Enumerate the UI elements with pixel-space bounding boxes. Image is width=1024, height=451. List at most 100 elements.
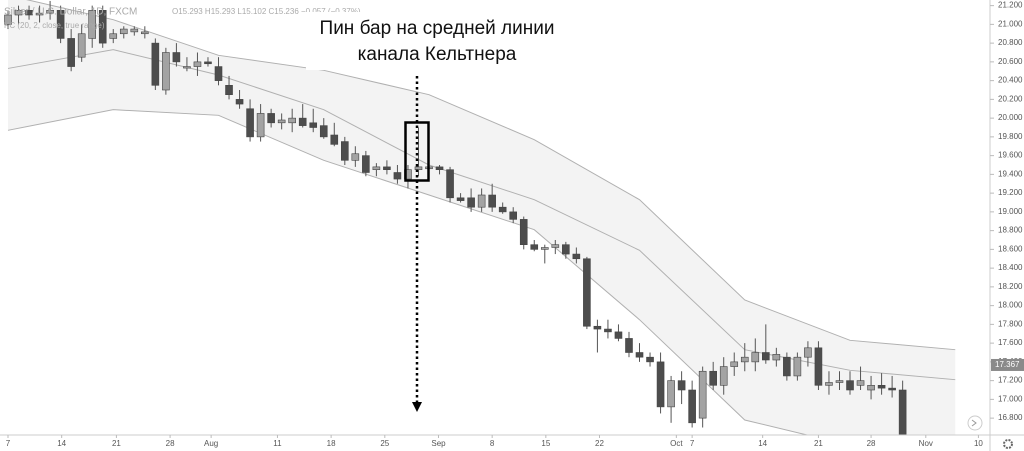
candle-body — [351, 153, 360, 161]
candle-body — [193, 61, 202, 67]
candle-body — [162, 52, 170, 91]
candle-body — [804, 347, 812, 358]
y-tick-label: 20.600 — [998, 57, 1023, 66]
candle-body — [183, 66, 191, 69]
candle-body — [151, 42, 160, 86]
candle-body — [56, 10, 65, 39]
candle-body — [130, 28, 139, 33]
candle-body — [14, 10, 23, 16]
candle-body — [35, 12, 44, 16]
candle-body — [235, 99, 244, 105]
y-tick-label: 19.800 — [998, 132, 1023, 141]
x-tick-label: 7 — [690, 439, 695, 448]
candle-body — [709, 370, 717, 386]
x-tick-label: 15 — [541, 439, 550, 448]
candle-body — [109, 33, 118, 39]
candle-body — [888, 387, 896, 391]
candle-body — [583, 258, 591, 327]
candle-body — [330, 134, 339, 145]
y-tick-label: 18.800 — [998, 226, 1023, 235]
channel-upper — [26, 0, 956, 351]
candle-body — [656, 361, 665, 408]
axes: 16.80017.00017.20017.40017.60017.80018.0… — [6, 1, 1024, 448]
candle-body — [372, 166, 381, 170]
candle-body — [562, 244, 570, 255]
x-tick-label: 28 — [166, 439, 175, 448]
candle-body — [835, 380, 844, 383]
candle-body — [362, 155, 370, 173]
x-tick-label: 25 — [380, 439, 389, 448]
candle-body — [488, 194, 496, 208]
candle-body — [214, 66, 223, 81]
channel-lower — [7, 109, 810, 435]
y-tick-label: 19.000 — [998, 207, 1023, 216]
candle-body — [593, 325, 602, 330]
candle-body — [246, 108, 254, 138]
candle-body — [225, 85, 233, 95]
candle-body — [751, 352, 760, 363]
x-tick-label: 8 — [490, 439, 495, 448]
candle-body — [519, 219, 528, 245]
candle-body — [77, 33, 86, 58]
candle-body — [88, 10, 97, 39]
candle-body — [772, 354, 781, 361]
x-tick-label: Oct — [670, 439, 683, 448]
arrow-head — [412, 402, 422, 412]
y-tick-label: 21.000 — [998, 19, 1023, 28]
scroll-button[interactable] — [967, 415, 983, 431]
x-tick-label: 14 — [758, 439, 767, 448]
y-tick-label: 17.000 — [998, 394, 1023, 403]
candle-body — [393, 172, 402, 180]
y-tick-label: 16.800 — [998, 413, 1023, 422]
annotation-line: канала Кельтнера — [358, 44, 517, 65]
y-tick-label: 19.400 — [998, 169, 1023, 178]
candle-body — [740, 356, 749, 363]
candle-body — [530, 244, 539, 250]
candle-body — [509, 211, 518, 220]
candle-body — [572, 253, 581, 260]
candle-body — [540, 247, 549, 250]
y-tick-label: 17.800 — [998, 319, 1023, 328]
candle-body — [635, 352, 644, 358]
candle-body — [646, 356, 654, 363]
scroll-icon — [971, 419, 977, 427]
candle-body — [825, 382, 833, 386]
candle-body — [877, 385, 886, 389]
candle-body — [730, 361, 739, 367]
settings-button[interactable] — [1003, 439, 1013, 449]
symbol-label: Silver / U.S. Dollar, 1D, FXCM — [4, 7, 137, 18]
last-price-label: 17.367 — [995, 360, 1020, 369]
candle-body — [25, 10, 33, 16]
x-tick-label: 22 — [595, 439, 604, 448]
candle-body — [856, 380, 865, 386]
candle-body — [477, 194, 486, 208]
candle-body — [141, 31, 149, 35]
candle-body — [814, 347, 823, 386]
candle-body — [667, 380, 675, 408]
x-tick-label: 14 — [57, 439, 66, 448]
candle-body — [762, 352, 770, 361]
candle-body — [341, 141, 349, 161]
annotation-box — [306, 12, 568, 70]
x-tick-label: 28 — [867, 439, 876, 448]
candle-body — [456, 197, 465, 201]
candle-body — [783, 356, 791, 377]
x-tick-label: Aug — [204, 439, 218, 448]
y-tick-label: 17.600 — [998, 338, 1023, 347]
candle-body — [119, 28, 128, 35]
y-tick-label: 18.600 — [998, 244, 1023, 253]
x-tick-label: 18 — [327, 439, 336, 448]
y-tick-label: 20.400 — [998, 76, 1023, 85]
candle-body — [172, 52, 181, 63]
indicator-label: KC (20, 2, close, true range) — [4, 21, 105, 30]
y-tick-label: 21.200 — [998, 1, 1023, 10]
x-tick-label: 21 — [814, 439, 823, 448]
candle-body — [719, 366, 728, 386]
candle-body — [688, 389, 696, 424]
candle-body — [267, 113, 275, 124]
candle-body — [604, 328, 612, 333]
y-tick-label: 18.200 — [998, 282, 1023, 291]
candle-body — [288, 117, 296, 124]
